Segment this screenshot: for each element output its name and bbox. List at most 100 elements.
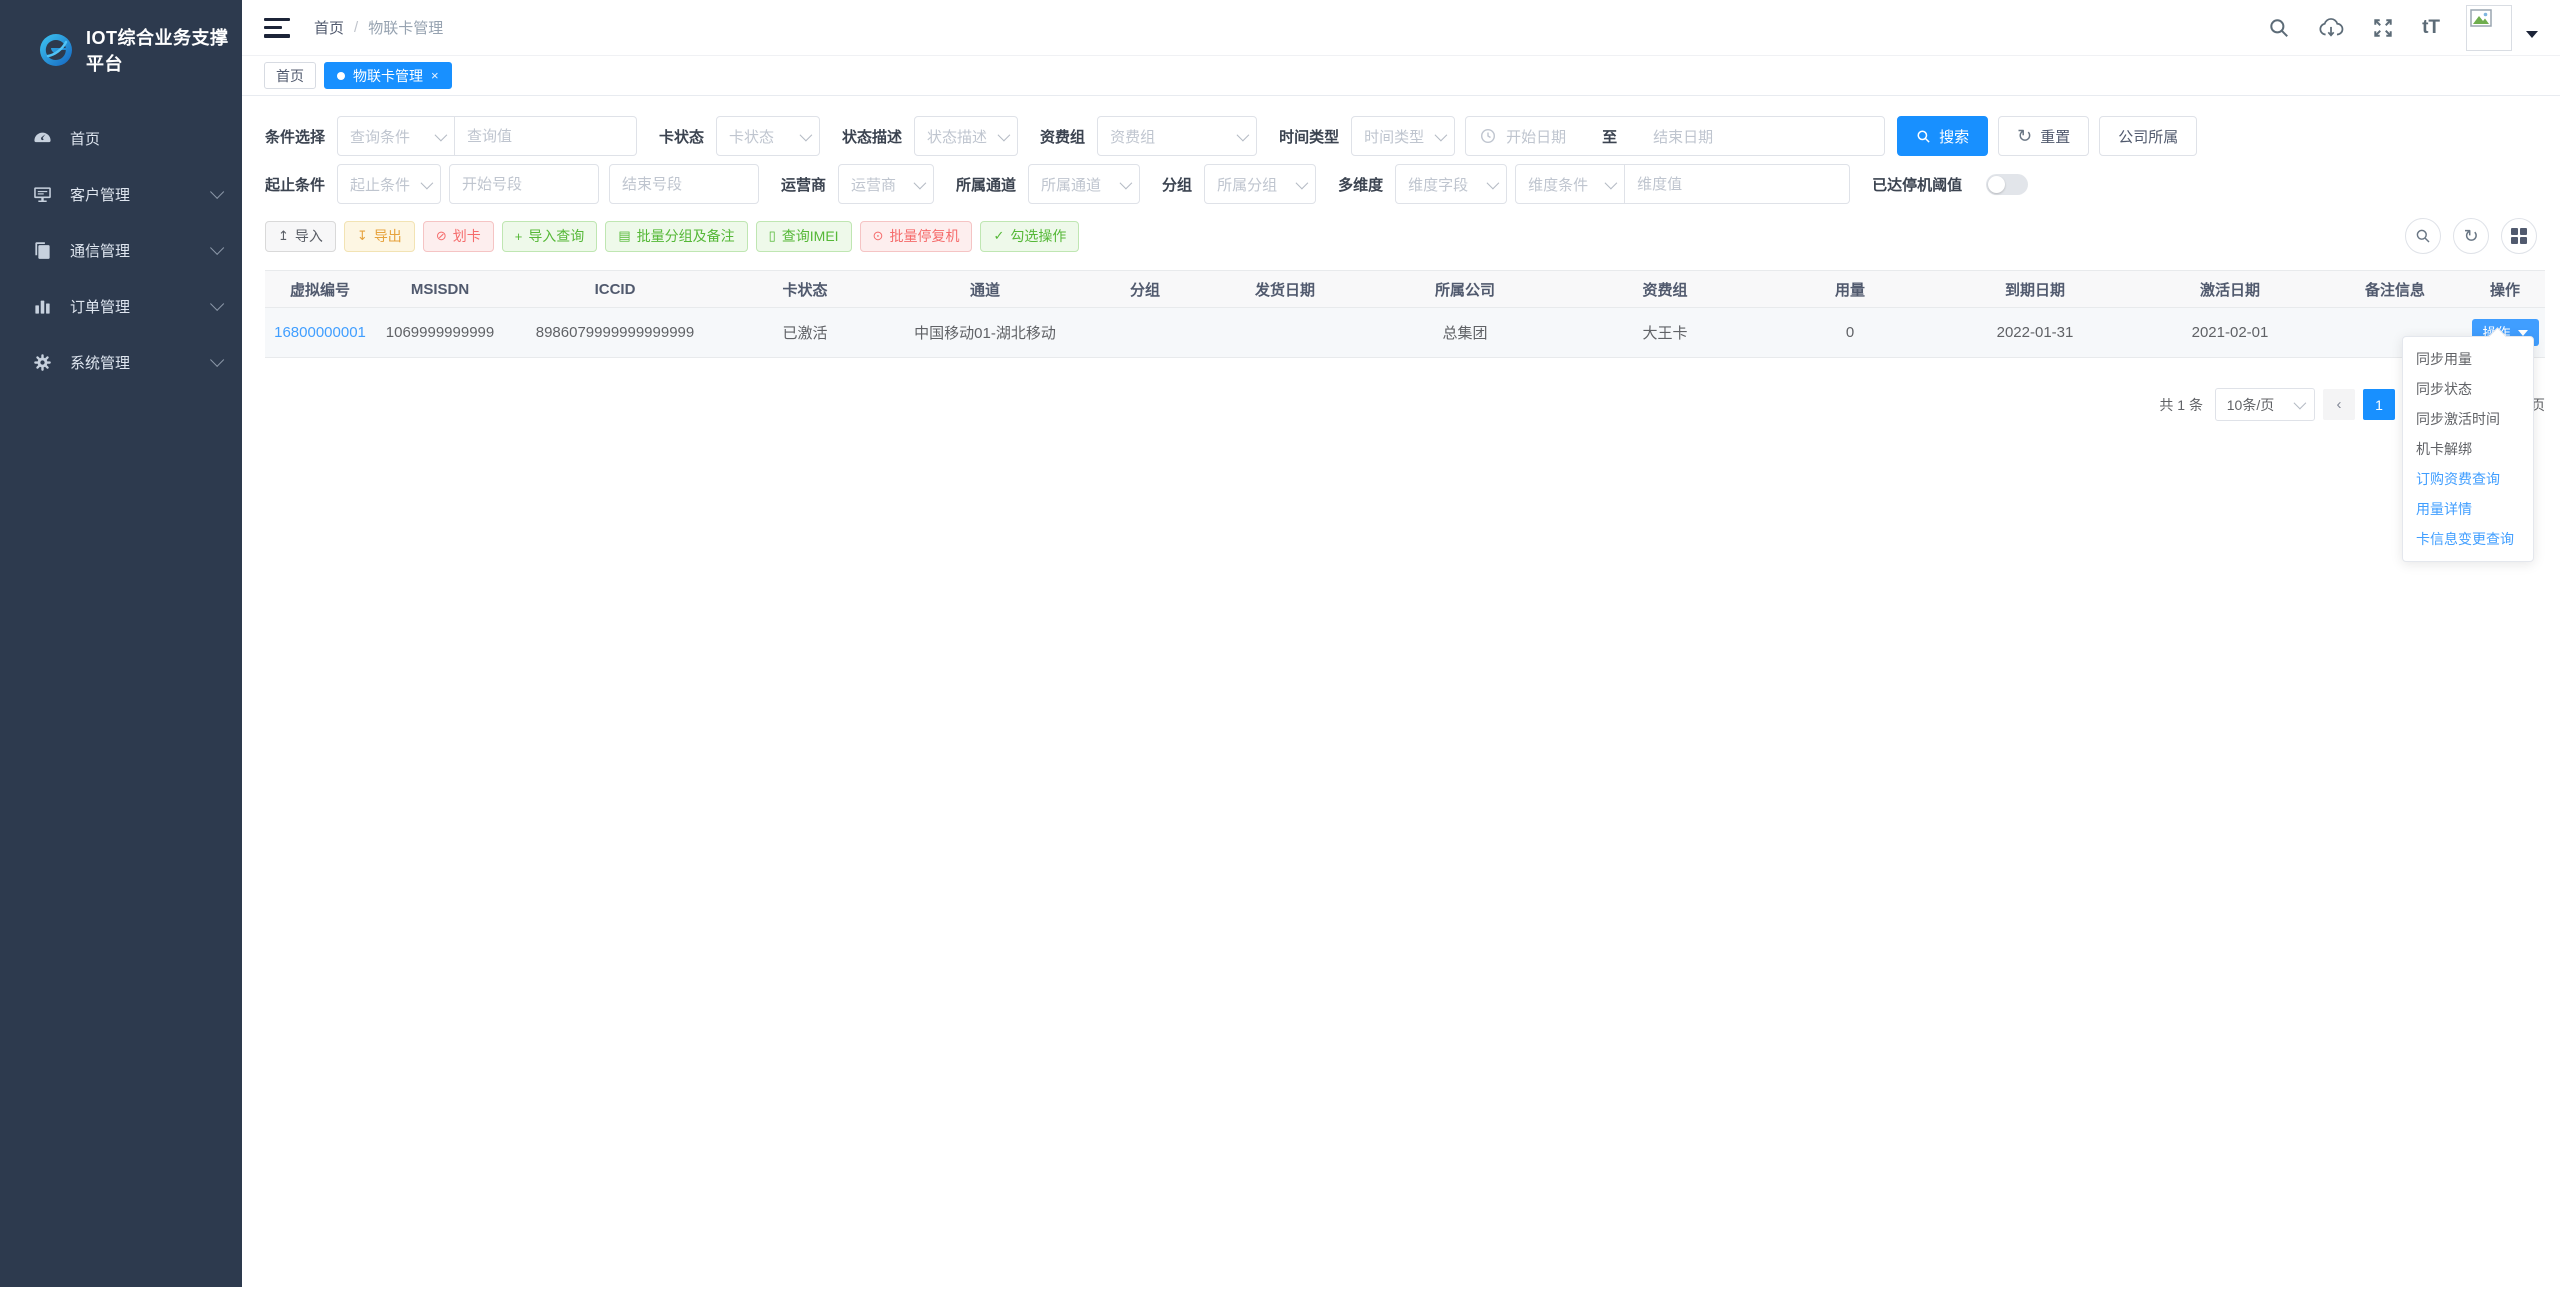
cell-usage: 0 bbox=[1765, 307, 1935, 358]
fullscreen-icon[interactable] bbox=[2370, 15, 2396, 41]
range-type-select[interactable]: 起止条件 bbox=[337, 164, 442, 204]
date-range-picker[interactable]: 开始日期 至 结束日期 bbox=[1465, 116, 1886, 156]
col-usage: 用量 bbox=[1765, 270, 1935, 308]
sidebar-item-home[interactable]: 首页 bbox=[0, 110, 242, 166]
dim-field-select[interactable]: 维度字段 bbox=[1395, 164, 1508, 204]
card-status-select[interactable]: 卡状态 bbox=[716, 116, 821, 156]
sidebar-item-orders[interactable]: 订单管理 bbox=[0, 278, 242, 334]
col-fee-group: 资费组 bbox=[1565, 270, 1765, 308]
threshold-toggle[interactable] bbox=[1986, 173, 2029, 195]
tab-iot-card-management[interactable]: 物联卡管理 × bbox=[324, 62, 452, 89]
chevron-down-icon bbox=[1119, 176, 1133, 189]
end-number-input[interactable] bbox=[609, 164, 760, 204]
sidebar-item-customers[interactable]: 客户管理 bbox=[0, 166, 242, 222]
export-button[interactable]: ↧ 导出 bbox=[343, 220, 415, 252]
upload-icon: ↥ bbox=[278, 228, 289, 243]
sidebar-item-communication[interactable]: 通信管理 bbox=[0, 222, 242, 278]
date-separator: 至 bbox=[1602, 128, 1618, 146]
col-expire-date: 到期日期 bbox=[1935, 270, 2135, 308]
table-tools: ↻ bbox=[2405, 218, 2537, 254]
breadcrumb-separator: / bbox=[354, 19, 359, 36]
menu-item-fee-order-query[interactable]: 订购资费查询 bbox=[2416, 471, 2500, 487]
col-channel: 通道 bbox=[885, 270, 1085, 308]
table-columns-icon[interactable] bbox=[2501, 218, 2537, 254]
query-imei-button[interactable]: ▯ 查询IMEI bbox=[755, 220, 852, 252]
app-title: IOT综合业务支撑平台 bbox=[86, 28, 229, 74]
chevron-down-icon bbox=[2517, 329, 2528, 336]
status-desc-select[interactable]: 状态描述 bbox=[914, 116, 1019, 156]
fee-group-label: 资费组 bbox=[1040, 128, 1086, 146]
sidebar-item-label: 订单管理 bbox=[70, 298, 131, 316]
menu-item-card-info-change-query[interactable]: 卡信息变更查询 bbox=[2416, 531, 2514, 547]
tab-label: 首页 bbox=[276, 67, 304, 84]
cloud-download-icon[interactable] bbox=[2318, 15, 2344, 41]
filter-row-1: 条件选择 查询条件 卡状态 卡状态 状态描述 状态描述 资费组 资费组 时间类型… bbox=[265, 116, 2537, 156]
chevron-down-icon bbox=[1236, 128, 1250, 141]
scratch-card-button[interactable]: ⊘ 划卡 bbox=[422, 220, 494, 252]
table-refresh-icon[interactable]: ↻ bbox=[2453, 218, 2489, 254]
dim-value-input[interactable] bbox=[1625, 164, 1851, 204]
col-group: 分组 bbox=[1085, 270, 1205, 308]
group-label: 分组 bbox=[1162, 176, 1193, 194]
fee-group-select[interactable]: 资费组 bbox=[1097, 116, 1258, 156]
operator-select[interactable]: 运营商 bbox=[838, 164, 935, 204]
chevron-down-icon bbox=[913, 176, 927, 189]
sidebar-item-system[interactable]: 系统管理 bbox=[0, 334, 242, 390]
import-search-icon: + bbox=[514, 228, 523, 244]
check-operation-button[interactable]: ✓ 勾选操作 bbox=[980, 220, 1080, 252]
mobile-icon: ▯ bbox=[768, 228, 776, 243]
scratch-card-icon: ⊘ bbox=[435, 228, 447, 243]
search-button[interactable]: 搜索 bbox=[1897, 116, 1989, 156]
cell-ship-date bbox=[1205, 307, 1365, 358]
col-msisdn: MSISDN bbox=[375, 270, 505, 308]
tab-bar: 首页 物联卡管理 × bbox=[242, 56, 2560, 96]
menu-item-sync-status[interactable]: 同步状态 bbox=[2416, 381, 2472, 397]
end-date-placeholder: 结束日期 bbox=[1653, 128, 1714, 146]
tab-home[interactable]: 首页 bbox=[264, 62, 316, 89]
cell-iccid: 8986079999999999999 bbox=[505, 307, 725, 358]
batch-group-remark-button[interactable]: ▤ 批量分组及备注 bbox=[605, 220, 748, 252]
table-search-icon[interactable] bbox=[2405, 218, 2441, 254]
chevron-down-icon bbox=[434, 128, 448, 141]
dim-condition-select[interactable]: 维度条件 bbox=[1515, 164, 1626, 204]
group-select[interactable]: 所属分组 bbox=[1204, 164, 1317, 204]
reset-button[interactable]: ↻ 重置 bbox=[1998, 116, 2090, 156]
condition-label: 条件选择 bbox=[265, 128, 326, 146]
virtual-id-link[interactable]: 16800000001 bbox=[274, 324, 366, 341]
avatar[interactable] bbox=[2466, 4, 2512, 51]
col-iccid: ICCID bbox=[505, 270, 725, 308]
prev-page-button[interactable]: ‹ bbox=[2323, 389, 2355, 420]
condition-type-select[interactable]: 查询条件 bbox=[337, 116, 456, 156]
menu-item-usage-detail[interactable]: 用量详情 bbox=[2416, 501, 2472, 517]
chevron-down-icon[interactable] bbox=[2526, 31, 2538, 38]
start-number-input[interactable] bbox=[449, 164, 600, 204]
chevron-down-icon bbox=[210, 240, 225, 255]
channel-label: 所属通道 bbox=[956, 176, 1017, 194]
batch-stop-resume-button[interactable]: ⊙ 批量停复机 bbox=[859, 220, 973, 252]
breadcrumb-home[interactable]: 首页 bbox=[314, 20, 345, 37]
page-number-1[interactable]: 1 bbox=[2363, 389, 2395, 420]
clock-icon bbox=[1480, 128, 1496, 144]
cell-msisdn: 1069999999999 bbox=[375, 307, 505, 358]
search-icon[interactable] bbox=[2266, 15, 2292, 41]
import-button[interactable]: ↥ 导入 bbox=[265, 220, 336, 252]
row-action-dropdown: 同步用量 同步状态 同步激活时间 机卡解绑 订购资费查询 用量详情 卡信息变更查… bbox=[2402, 336, 2534, 562]
range-label: 起止条件 bbox=[265, 176, 326, 194]
menu-item-sync-usage[interactable]: 同步用量 bbox=[2416, 351, 2472, 367]
pagination-total: 共 1 条 bbox=[2159, 396, 2203, 413]
company-filter-button[interactable]: 公司所属 bbox=[2099, 116, 2198, 156]
condition-value-input[interactable] bbox=[455, 116, 638, 156]
menu-item-sync-activation-time[interactable]: 同步激活时间 bbox=[2416, 411, 2500, 427]
sidebar-item-label: 客户管理 bbox=[70, 186, 131, 204]
collapse-sidebar-icon[interactable] bbox=[264, 17, 290, 38]
channel-select[interactable]: 所属通道 bbox=[1028, 164, 1141, 204]
time-type-select[interactable]: 时间类型 bbox=[1351, 116, 1456, 156]
close-icon[interactable]: × bbox=[431, 68, 439, 83]
font-size-icon[interactable]: tT bbox=[2422, 16, 2440, 38]
chevron-down-icon bbox=[1604, 176, 1618, 189]
cell-card-status: 已激活 bbox=[725, 307, 885, 358]
import-query-button[interactable]: + 导入查询 bbox=[501, 220, 598, 252]
sidebar-nav: 首页 客户管理 通信管理 订单管理 bbox=[0, 110, 242, 390]
menu-item-unbind-device[interactable]: 机卡解绑 bbox=[2416, 441, 2472, 457]
page-size-select[interactable]: 10条/页 bbox=[2215, 388, 2315, 421]
